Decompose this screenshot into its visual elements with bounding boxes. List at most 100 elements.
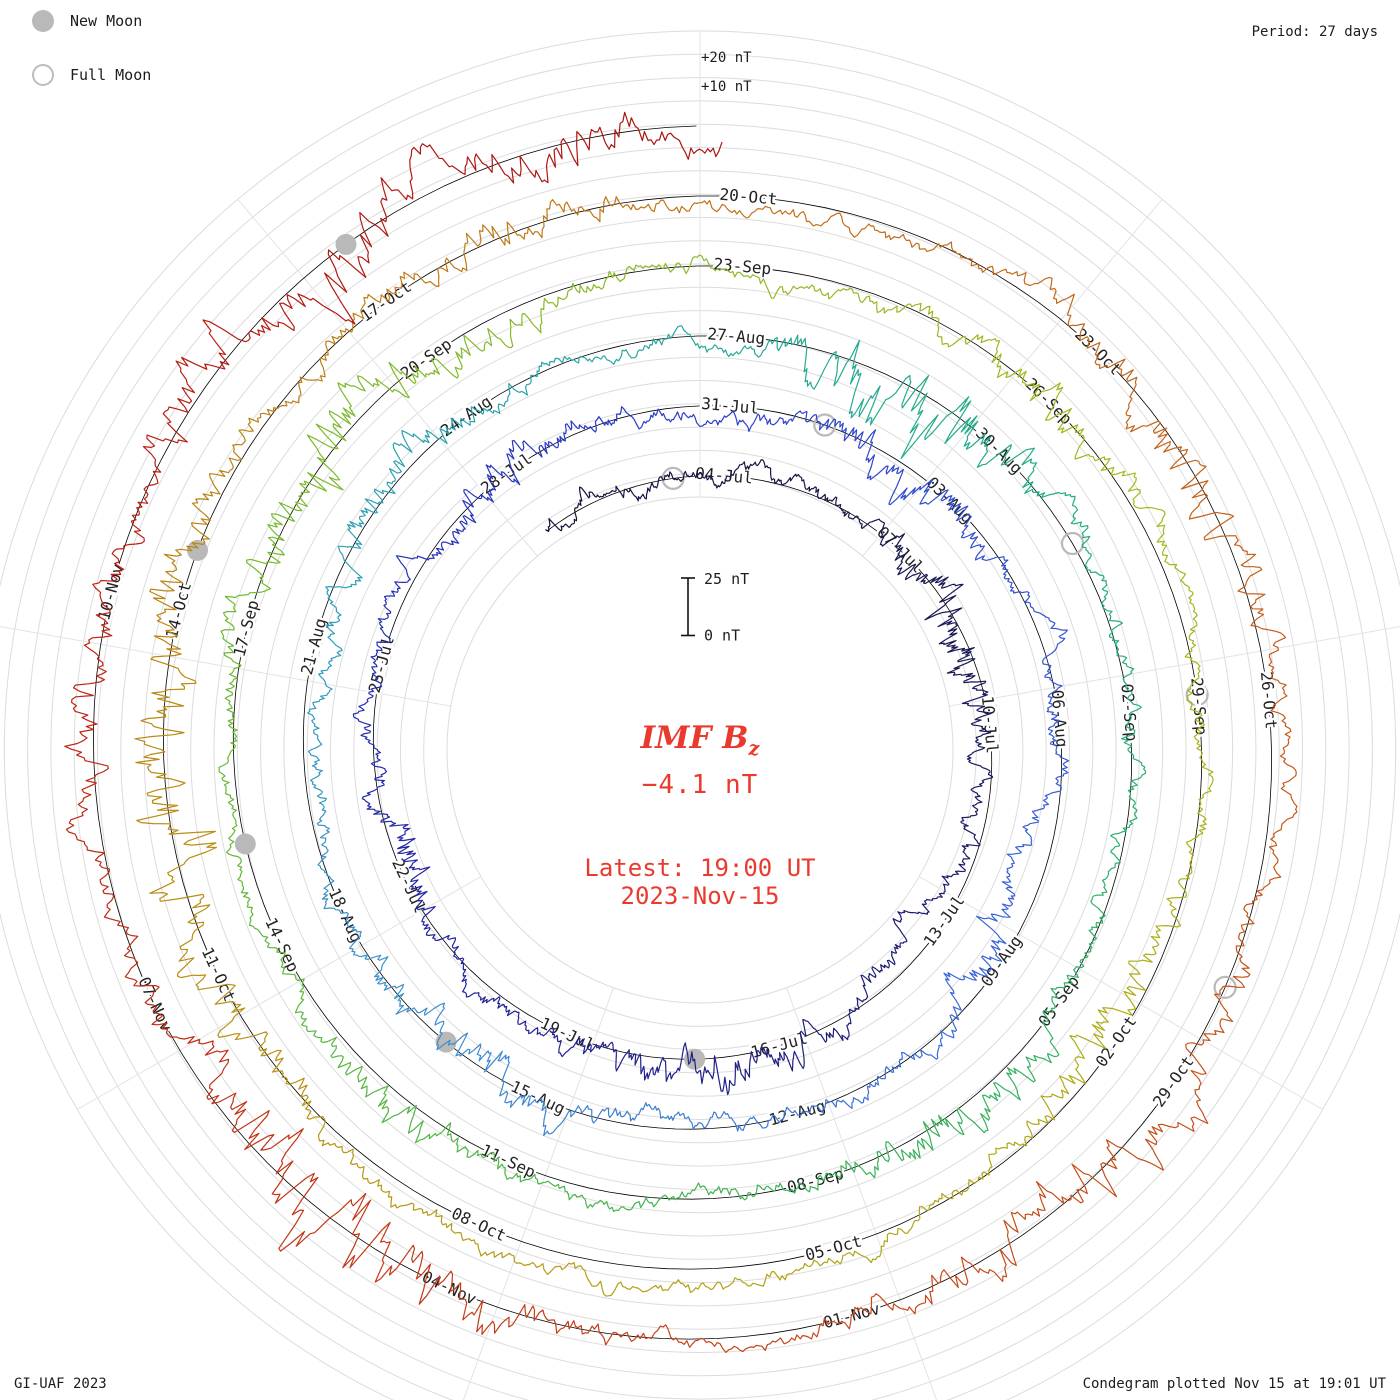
bz-trace-segment [397,837,436,930]
bz-trace-segment [1185,706,1214,846]
bz-trace-segment [206,1058,319,1216]
bz-trace-segment [307,701,327,811]
scale-bar: 25 nT 0 nT [681,570,749,645]
date-label: 27-Aug [707,324,766,348]
grid-spoke [77,876,482,1110]
bz-trace-segment [240,888,305,1014]
date-label: 23-Oct [1071,325,1125,379]
date-label: 05-Sep [1034,972,1083,1030]
grid-spoke [462,987,614,1400]
bz-trace-segment [740,273,873,304]
bz-trace-segment [325,488,384,593]
bz-trace-segment [684,459,766,489]
bz-trace-segment [122,925,229,1063]
bz-trace-segment [190,407,279,540]
bz-trace-segment [65,760,124,928]
grid-spoke [862,198,1163,557]
bz-trace-segment [991,353,1091,460]
bz-trace-segment [1174,567,1201,708]
date-label: 26-Oct [1257,671,1281,730]
bz-trace-segment [985,444,1089,539]
bz-trace-segment [836,1189,966,1265]
date-label: 13-Jul [920,892,969,950]
gi-uaf-credit: GI-UAF 2023 [14,1376,107,1392]
bz-trace-segment [589,1102,695,1130]
bz-trace-segment [1058,973,1147,1095]
period-label: Period: 27 days [1251,24,1378,40]
bz-trace-segment [607,254,743,283]
bz-trace [64,111,1298,1354]
grid-spoke [237,198,538,557]
bz-trace-segment [487,276,609,349]
bz-trace-segment [605,1324,774,1354]
bz-trace-segment [1238,780,1298,937]
imf-bz-title: IMF Bz [641,720,760,760]
latest-date: 2023-Nov-15 [620,882,780,910]
new-moon-marker [335,233,357,255]
grid-spoke [949,626,1400,707]
bz-trace-segment [764,465,838,506]
scale-top-label: 25 nT [704,570,749,588]
bz-trace-segment [879,907,930,973]
bz-trace-segment [403,1202,544,1269]
grid-spokes [0,31,1400,1400]
bz-trace-segment [771,1290,933,1345]
bz-trace-segment [820,966,881,1043]
bz-trace-segment [891,978,962,1073]
bz-trace-segment [579,111,723,160]
new-moon-marker [234,833,256,855]
bz-trace-segment [278,1192,454,1305]
bz-trace-segment [352,661,383,757]
bz-trace-segment [220,623,242,759]
bz-trace-segment [970,544,1047,618]
bz-trace-segment [344,913,405,1015]
date-label: 24-Aug [437,392,495,441]
latest-block: Latest: 19:00 UT 2023-Nov-15 [584,854,815,910]
bz-trace-segment [835,503,906,553]
bz-trace-segment [356,334,493,399]
bz-trace-segment [929,1180,1065,1293]
bz-trace-segment [1042,616,1069,720]
bz-trace-segment [692,1106,799,1132]
bz-trace-segment [824,418,904,495]
bz-trace-segment [463,440,548,508]
bz-trace-segment [1250,621,1297,782]
bz-trace-segment [134,686,186,835]
bz-trace-segment [636,408,730,430]
bz-trace-segment [294,1011,389,1110]
bz-trace-segment [64,587,113,762]
date-label: 02-Oct [1092,1012,1141,1070]
full-moon-label: Full Moon [70,66,152,84]
bz-trace-segment [1101,772,1146,891]
outer-plus20-label: +20 nT [701,50,752,66]
bz-trace-segment [162,302,295,443]
bz-trace-segment [1001,814,1039,907]
date-label: 21-Aug [297,616,330,677]
bz-trace-segment [677,325,795,358]
imf-bz-title-sub: z [748,737,760,761]
scale-bottom-label: 0 nT [704,627,740,645]
bz-trace-segment [960,763,994,847]
date-label: 10-Nov [94,562,127,623]
bz-trace-segment [754,1160,879,1197]
bz-trace-segment [316,809,349,915]
bz-trace-segment [689,1257,838,1294]
date-label: 02-Sep [1117,683,1141,742]
bz-trace-segment [542,1261,692,1297]
bz-trace-segment [1180,473,1266,623]
bz-trace-segment [610,471,687,502]
bz-trace-segment [1128,844,1195,975]
imf-bz-value: −4.1 nT [641,770,759,800]
bz-trace-segment [222,501,303,626]
bz-trace-segment [1116,652,1147,774]
bz-trace-segment [295,382,366,512]
new-moon-label: New Moon [70,12,143,30]
full-moon-icon [32,64,54,86]
bz-trace-segment [921,843,979,909]
bz-trace-segment [626,1182,756,1211]
legend-new-moon-row: New Moon [32,10,151,32]
bz-trace-segment [1050,888,1108,999]
bz-trace-segment [218,757,245,891]
bz-trace-segment [820,212,973,260]
